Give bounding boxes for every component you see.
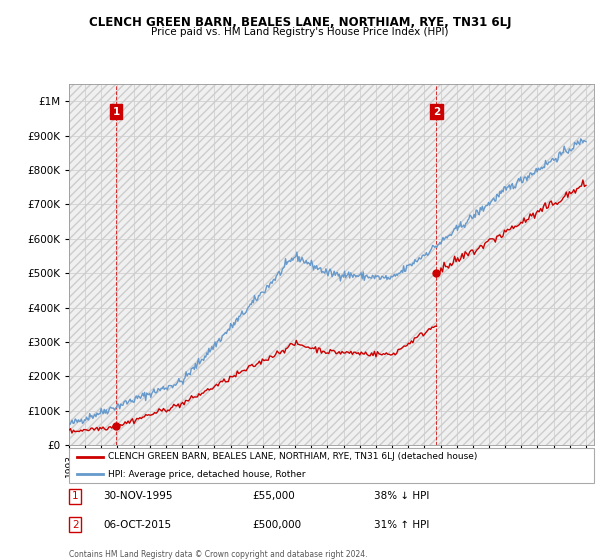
Text: CLENCH GREEN BARN, BEALES LANE, NORTHIAM, RYE, TN31 6LJ (detached house): CLENCH GREEN BARN, BEALES LANE, NORTHIAM… — [109, 452, 478, 461]
Text: 06-OCT-2015: 06-OCT-2015 — [103, 520, 171, 530]
Text: 31% ↑ HPI: 31% ↑ HPI — [373, 520, 429, 530]
Text: 38% ↓ HPI: 38% ↓ HPI — [373, 492, 429, 501]
Text: HPI: Average price, detached house, Rother: HPI: Average price, detached house, Roth… — [109, 469, 306, 479]
Text: 2: 2 — [72, 520, 79, 530]
Text: 1: 1 — [112, 106, 120, 116]
Text: 30-NOV-1995: 30-NOV-1995 — [103, 492, 173, 501]
Text: £55,000: £55,000 — [253, 492, 296, 501]
FancyBboxPatch shape — [69, 448, 594, 483]
Text: Contains HM Land Registry data © Crown copyright and database right 2024.
This d: Contains HM Land Registry data © Crown c… — [69, 550, 367, 560]
Text: CLENCH GREEN BARN, BEALES LANE, NORTHIAM, RYE, TN31 6LJ: CLENCH GREEN BARN, BEALES LANE, NORTHIAM… — [89, 16, 511, 29]
Text: 1: 1 — [72, 492, 79, 501]
Text: Price paid vs. HM Land Registry's House Price Index (HPI): Price paid vs. HM Land Registry's House … — [151, 27, 449, 37]
Text: 2: 2 — [433, 106, 440, 116]
Text: £500,000: £500,000 — [253, 520, 302, 530]
